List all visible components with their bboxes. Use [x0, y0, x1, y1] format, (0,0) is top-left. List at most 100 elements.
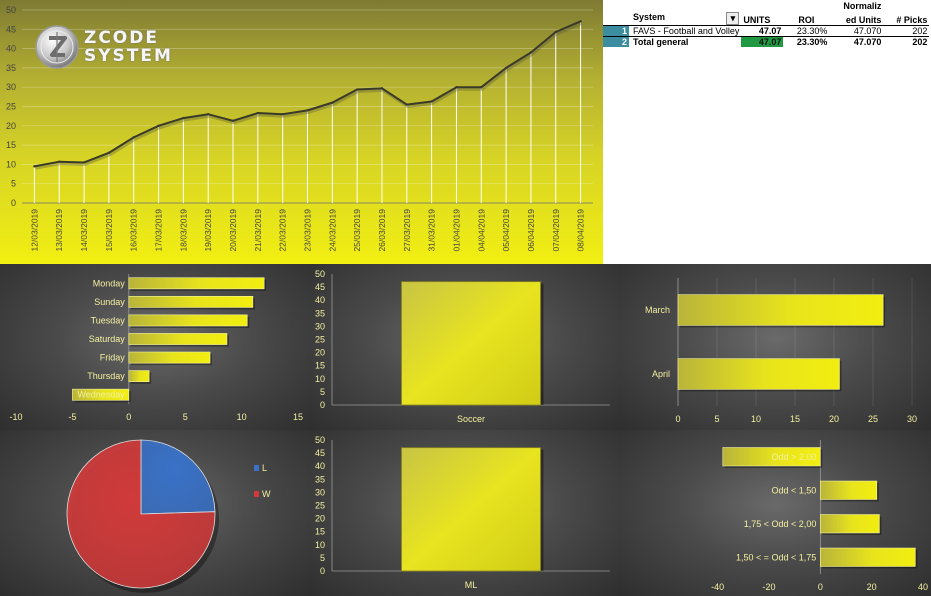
picks-header: # Picks — [896, 14, 928, 25]
system-cell[interactable]: Total general — [629, 35, 742, 47]
x-tick-label: 26/03/2019 — [377, 209, 387, 252]
bar — [820, 480, 878, 500]
zcode-logo-icon — [35, 25, 79, 69]
picks-cell[interactable]: 202 — [883, 35, 930, 47]
y-tick-label: 50 — [315, 435, 325, 445]
y-tick-label: 35 — [315, 308, 325, 318]
y-tick-label: 20 — [315, 514, 325, 524]
data-point — [132, 136, 135, 139]
y-tick-label: 30 — [315, 487, 325, 497]
roi-cell[interactable]: 23.30% — [783, 35, 830, 47]
data-point — [206, 113, 210, 116]
win-loss-svg: LW — [66, 439, 271, 593]
system-header: System — [633, 11, 666, 22]
bar — [128, 333, 228, 345]
y-tick-label: 0 — [320, 566, 325, 576]
x-tick-label: 06/04/2019 — [526, 209, 536, 252]
x-tick-label: ML — [465, 580, 478, 590]
data-point — [107, 151, 111, 155]
y-tick-label: 10 — [315, 374, 325, 384]
data-point — [33, 165, 36, 168]
units-cell[interactable]: 47.07 — [741, 24, 784, 36]
bar — [128, 314, 248, 327]
system-cell[interactable]: FAVS - Football and Volley — [629, 24, 742, 36]
x-tick-label: 20 — [867, 582, 877, 592]
picks-cell[interactable]: 202 — [883, 24, 930, 36]
x-tick-label: -10 — [9, 412, 22, 422]
pie-slice — [140, 439, 216, 515]
cumulative-units-svg: 0 5 10 15 20 25 30 35 40 45 50 12/03/2019 13/03/2019… — [6, 5, 593, 252]
y-tick-label: 15 — [6, 140, 16, 150]
data-point — [231, 119, 235, 122]
y-tick-label: 5 — [320, 553, 325, 563]
y-tick-label: 40 — [315, 461, 325, 471]
filter-sort-icon[interactable]: ▾ — [726, 11, 740, 25]
x-tick-label: 23/03/2019 — [303, 209, 313, 252]
data-point — [331, 101, 334, 104]
x-tick-label: 15 — [790, 414, 800, 424]
y-tick-label: 30 — [315, 321, 325, 331]
bar — [722, 447, 821, 467]
y-tick-label: 45 — [6, 24, 16, 34]
bar — [128, 370, 150, 383]
data-point — [256, 111, 260, 115]
y-tick-label: 0 — [320, 400, 325, 410]
roi-cell[interactable]: 23.30% — [783, 24, 830, 36]
data-point — [380, 87, 384, 90]
series-shadow — [35, 21, 583, 170]
pivot-table-panel: Normaliz System ▾ UNITS ROI ed Units # P… — [603, 0, 931, 264]
row-index: 1 — [603, 24, 629, 36]
x-tick-label: 07/04/2019 — [551, 209, 561, 252]
category-label: 1,50 < = Odd < 1,75 — [736, 552, 816, 562]
data-point — [529, 51, 533, 54]
y-tick-label: 15 — [315, 361, 325, 371]
data-point — [306, 109, 309, 112]
roi-header: ROI — [798, 14, 815, 25]
y-tick-label: 40 — [315, 295, 325, 305]
normalized-cell[interactable]: 47.070 — [829, 24, 884, 36]
normalized-cell[interactable]: 47.070 — [829, 35, 884, 47]
x-tick-label: 15 — [293, 412, 303, 422]
normalized-header-line2: ed Units — [845, 14, 882, 25]
x-tick-label: 14/03/2019 — [79, 209, 89, 252]
weekday-svg: -10 -5 0 5 10 15 Monday Sunday Tuesday Saturday Fr… — [9, 274, 303, 422]
x-tick-label: 16/03/2019 — [129, 209, 139, 252]
x-tick-label: 18/03/2019 — [178, 209, 188, 252]
legend-label: L — [262, 463, 267, 473]
data-point — [157, 124, 160, 128]
table-row[interactable]: 1 FAVS - Football and Volley 47.07 23.30… — [603, 24, 930, 36]
data-point — [405, 103, 409, 106]
zcode-logo: ZCODE SYSTEM — [34, 24, 184, 72]
x-tick-label: -40 — [711, 582, 724, 592]
y-tick-label: 45 — [315, 448, 325, 458]
data-point — [355, 88, 359, 91]
odds-range-chart: -40 -20 0 20 40 Odd > 2,00 Odd < 1,50 1,75 < Od… — [620, 430, 931, 596]
x-tick-label: -20 — [762, 582, 775, 592]
units-cell[interactable]: 47.07 — [741, 35, 784, 47]
category-label: 1,75 < Odd < 2,00 — [744, 519, 817, 529]
y-tick-label: 35 — [315, 474, 325, 484]
y-tick-label: 30 — [6, 82, 16, 92]
x-tick-label: 27/03/2019 — [402, 209, 412, 252]
legend-swatch — [254, 491, 259, 497]
x-tick-label: 20/03/2019 — [228, 209, 238, 252]
pivot-header-row: Normaliz — [603, 0, 929, 11]
data-point — [82, 161, 86, 164]
x-tick-label: 0 — [126, 412, 131, 422]
logo-word-1: ZCODE — [84, 28, 159, 48]
logo-word-2: SYSTEM — [84, 46, 173, 66]
category-label: Saturday — [89, 334, 126, 344]
month-chart: 0 5 10 15 20 25 30 March April — [620, 264, 931, 430]
y-tick-label: 10 — [6, 159, 16, 169]
y-tick-label: 25 — [315, 501, 325, 511]
x-tick-label: 0 — [818, 582, 823, 592]
x-tick-label: 01/04/2019 — [451, 209, 461, 252]
x-tick-label: 04/04/2019 — [476, 209, 486, 252]
x-tick-label: 0 — [675, 414, 680, 424]
table-row-total[interactable]: 2 Total general 47.07 23.30% 47.070 202 — [603, 35, 930, 47]
bar — [128, 277, 265, 290]
bet-type-svg: 0 5 10 15 20 25 30 35 40 45 50 ML — [315, 435, 610, 590]
y-tick-label: 15 — [315, 527, 325, 537]
x-tick-label: 13/03/2019 — [54, 209, 64, 252]
